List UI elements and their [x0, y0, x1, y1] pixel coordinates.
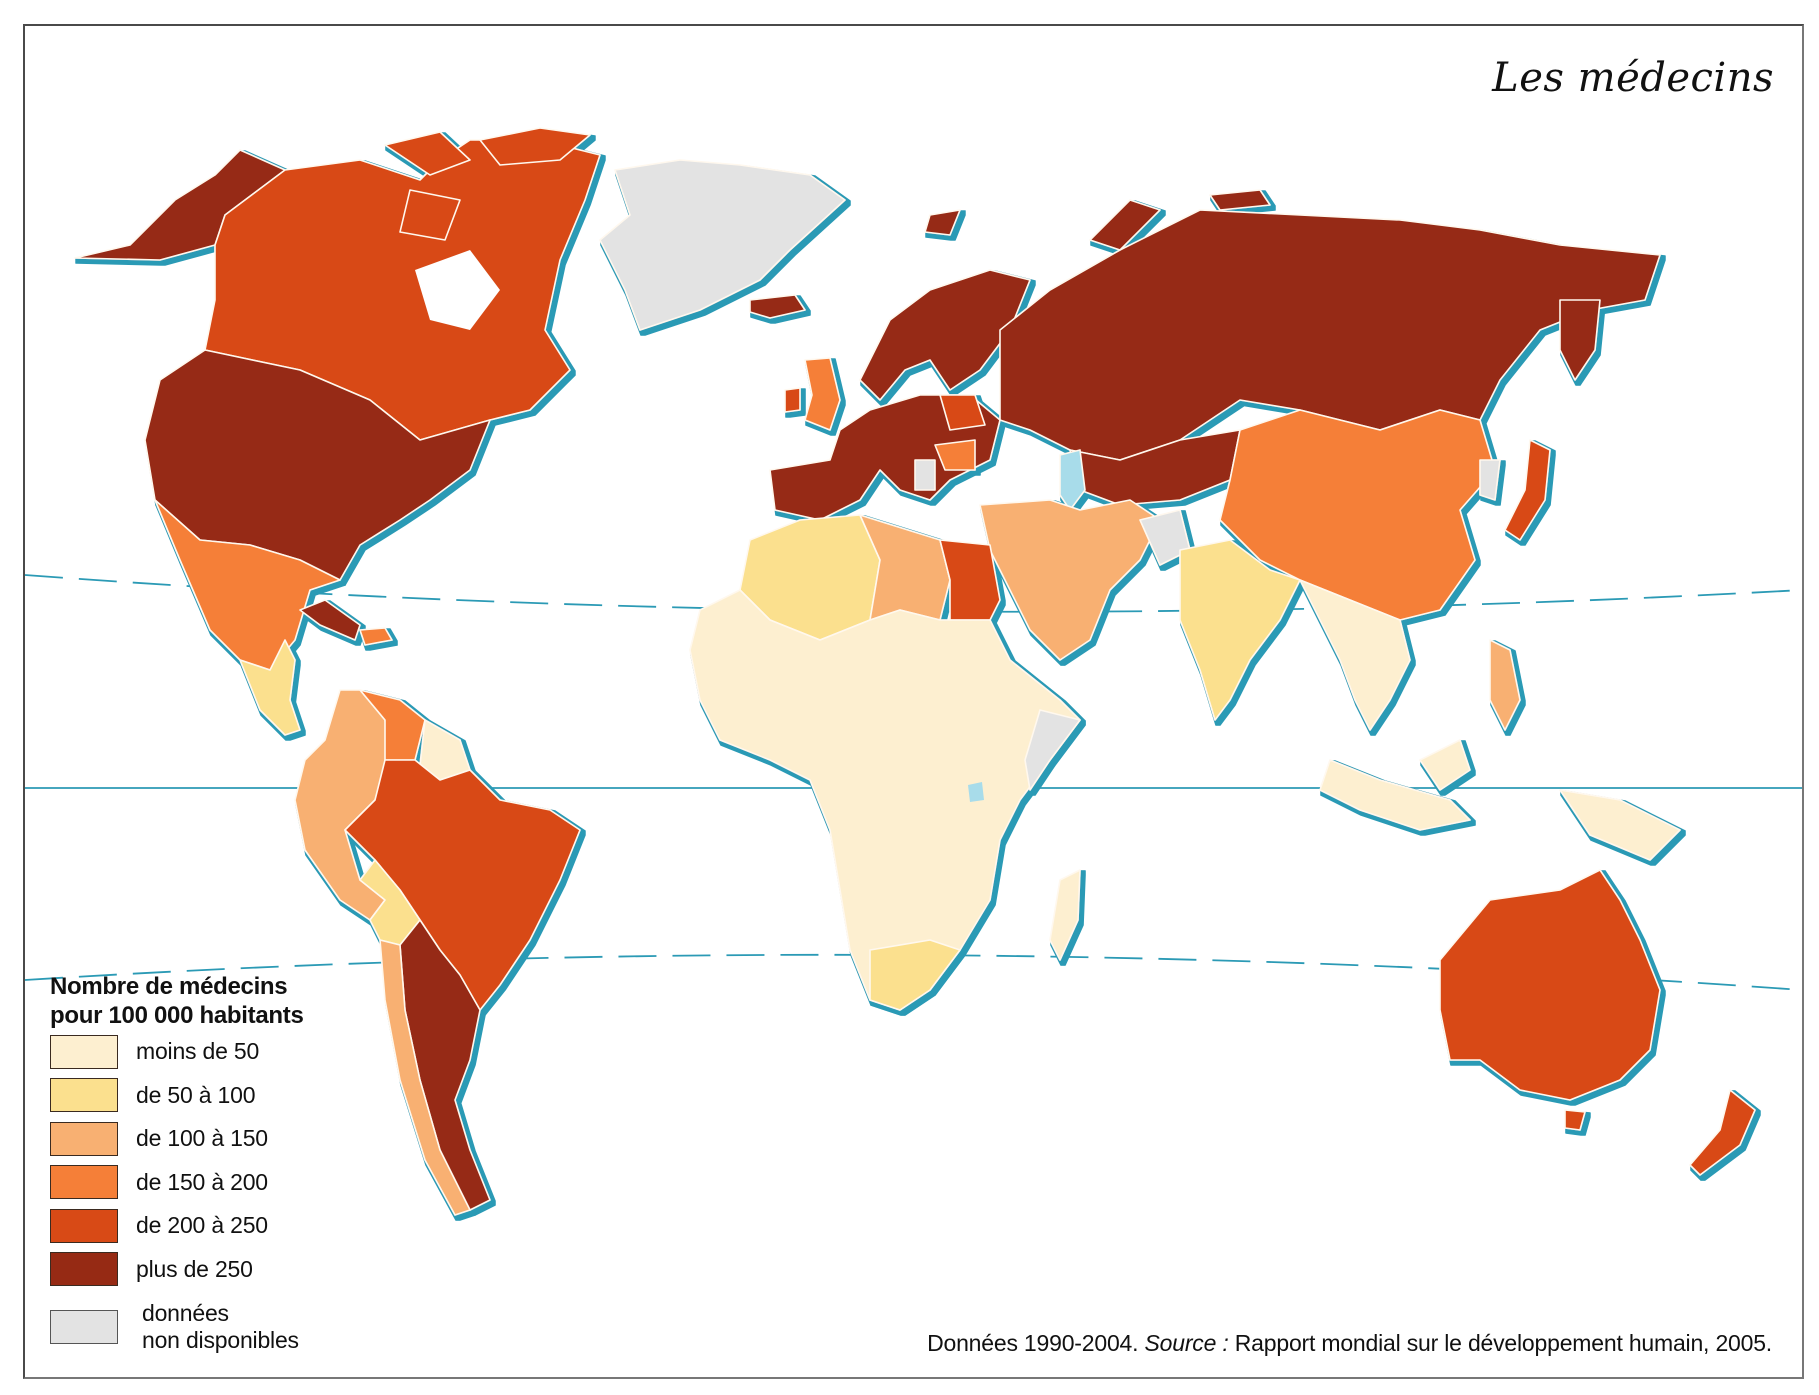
legend-item-under-50: moins de 50 — [50, 1030, 370, 1074]
region-new-zealand — [1689, 1089, 1756, 1176]
legend-label: de 50 à 100 — [136, 1081, 256, 1108]
region-philippines — [1489, 639, 1521, 731]
source-label: Source : — [1144, 1330, 1229, 1356]
region-scandinavia — [859, 269, 1031, 401]
legend-swatch — [50, 1165, 118, 1200]
region-alaska — [74, 149, 286, 261]
map-title: Les médecins — [1492, 55, 1774, 101]
region-india — [1179, 539, 1301, 721]
legend-label: données non disponibles — [136, 1300, 299, 1354]
legend-item-over-250: plus de 250 — [50, 1248, 370, 1292]
region-usa — [144, 349, 491, 581]
region-lake-victoria — [968, 782, 984, 802]
legend-item-200-250: de 200 à 250 — [50, 1204, 370, 1248]
region-uk — [804, 357, 841, 431]
legend-label: moins de 50 — [136, 1038, 260, 1065]
source-text: Rapport mondial sur le développement hum… — [1228, 1330, 1772, 1356]
region-australia — [1439, 869, 1661, 1101]
region-russia-arctic-islands — [924, 189, 1271, 251]
legend-na-line2: non disponibles — [142, 1327, 299, 1353]
source-note: Données 1990-2004. Source : Rapport mond… — [927, 1330, 1772, 1357]
region-tasmania — [1564, 1109, 1586, 1131]
legend-label: de 100 à 150 — [136, 1125, 268, 1152]
region-indonesia — [1319, 739, 1681, 861]
region-japan — [1504, 439, 1551, 541]
region-canada-north-islands — [384, 127, 591, 241]
legend-swatch — [50, 1208, 118, 1243]
region-cuba — [299, 599, 361, 641]
legend-title: Nombre de médecins pour 100 000 habitant… — [50, 972, 370, 1030]
legend-swatch — [50, 1034, 118, 1069]
region-mexico — [154, 499, 341, 671]
region-chile — [379, 939, 471, 1216]
region-southeast-asia — [1299, 579, 1411, 731]
legend: Nombre de médecins pour 100 000 habitant… — [50, 972, 370, 1359]
region-balkans-na — [914, 459, 936, 491]
region-balkans — [934, 439, 976, 471]
legend-swatch — [50, 1252, 118, 1287]
legend-item-no-data: données non disponibles — [50, 1295, 370, 1359]
legend-item-50-100: de 50 à 100 — [50, 1074, 370, 1118]
legend-item-100-150: de 100 à 150 — [50, 1117, 370, 1161]
region-ireland — [784, 387, 801, 413]
region-sub-saharan-africa — [689, 589, 1081, 1011]
legend-label: de 200 à 250 — [136, 1212, 268, 1239]
region-somalia-na — [1024, 709, 1081, 791]
region-poland — [939, 394, 986, 431]
region-greenland — [599, 159, 846, 331]
source-prefix: Données 1990-2004. — [927, 1330, 1145, 1356]
legend-swatch — [50, 1121, 118, 1156]
region-madagascar — [1049, 869, 1081, 961]
legend-title-line2: pour 100 000 habitants — [50, 1002, 304, 1029]
region-hudson-bay-lake — [415, 250, 500, 330]
legend-swatch — [50, 1310, 118, 1344]
region-korea — [1479, 459, 1501, 501]
region-middle-east — [979, 499, 1161, 661]
region-kamchatka — [1559, 299, 1601, 381]
region-caribbean — [359, 627, 393, 646]
region-south-africa — [869, 939, 961, 1011]
legend-label: de 150 à 200 — [136, 1168, 268, 1195]
legend-title-line1: Nombre de médecins — [50, 973, 288, 1000]
legend-label: plus de 250 — [136, 1255, 253, 1282]
legend-na-line1: données — [142, 1300, 229, 1326]
legend-item-150-200: de 150 à 200 — [50, 1161, 370, 1205]
region-iceland — [749, 294, 806, 319]
region-caspian-lake — [1059, 449, 1086, 511]
region-china — [1219, 409, 1496, 621]
region-central-america — [239, 639, 301, 736]
legend-swatch — [50, 1078, 118, 1113]
